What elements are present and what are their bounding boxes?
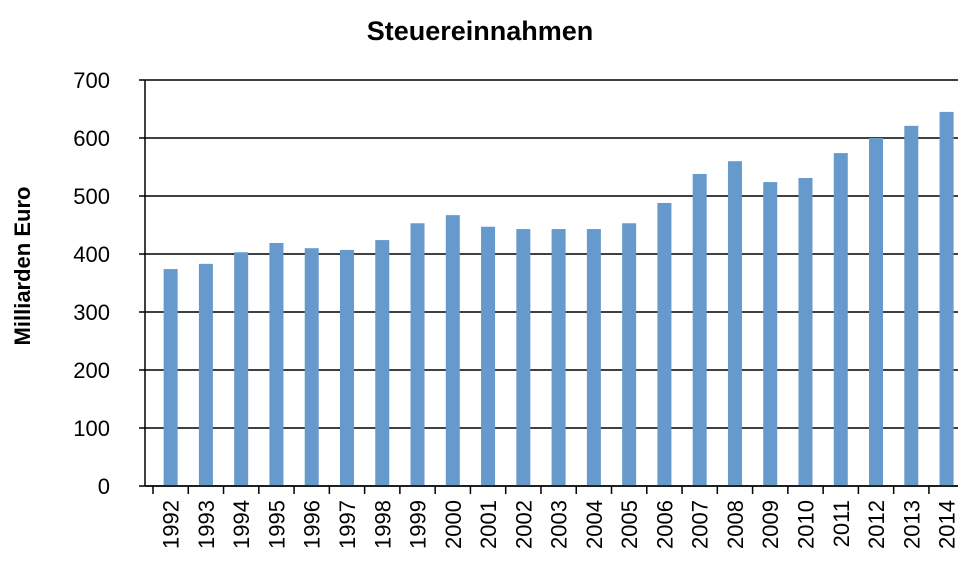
bar (657, 202, 672, 486)
x-tick-label: 1998 (370, 500, 395, 549)
bar (798, 178, 813, 486)
x-tick-label: 2000 (441, 500, 466, 549)
y-tick-label: 600 (73, 126, 110, 151)
y-tick-label: 100 (73, 416, 110, 441)
bar (551, 229, 566, 486)
x-tick-label: 1997 (335, 500, 360, 549)
bar (163, 269, 178, 486)
bar (869, 138, 884, 486)
x-tick-label: 2010 (793, 500, 818, 549)
x-tick-label: 1996 (300, 500, 325, 549)
y-tick-label: 0 (98, 474, 110, 499)
bar (763, 182, 778, 486)
y-tick-label: 400 (73, 242, 110, 267)
bar (339, 249, 354, 486)
x-tick-label: 2014 (935, 500, 958, 549)
bar (234, 252, 249, 486)
y-tick-label: 300 (73, 300, 110, 325)
bar (445, 215, 460, 486)
x-tick-label: 2007 (688, 500, 713, 549)
x-tick-label: 2002 (511, 500, 536, 549)
bar (375, 240, 390, 486)
x-tick-label: 2005 (617, 500, 642, 549)
bar (410, 223, 425, 486)
x-tick-label: 2013 (899, 500, 924, 549)
bar (904, 125, 919, 486)
y-tick-label: 700 (73, 68, 110, 93)
bar (692, 173, 707, 486)
x-tick-label: 1999 (406, 500, 431, 549)
y-axis-label: Milliarden Euro (10, 187, 35, 346)
x-tick-label: 2003 (547, 500, 572, 549)
x-tick-label: 2012 (864, 500, 889, 549)
x-tick-label: 2009 (758, 500, 783, 549)
x-tick-label: 2004 (582, 500, 607, 549)
bar (198, 263, 213, 486)
x-tick-label: 2001 (476, 500, 501, 549)
bar (516, 229, 531, 486)
bar (481, 226, 496, 487)
bar (304, 248, 319, 486)
chart-title: Steuereinnahmen (367, 16, 594, 46)
x-tick-label: 1994 (229, 500, 254, 549)
y-tick-label: 500 (73, 184, 110, 209)
bar (269, 242, 284, 486)
x-tick-label: 1993 (194, 500, 219, 549)
x-tick-label: 1995 (264, 500, 289, 549)
x-tick-label: 2006 (652, 500, 677, 549)
bar (833, 153, 848, 486)
x-tick-label: 1992 (159, 500, 184, 549)
bar (727, 161, 742, 486)
bar (939, 111, 954, 487)
y-tick-label: 200 (73, 358, 110, 383)
x-tick-label: 2008 (723, 500, 748, 549)
bar (622, 223, 637, 486)
x-tick-label: 2011 (829, 500, 854, 547)
bar (586, 229, 601, 486)
